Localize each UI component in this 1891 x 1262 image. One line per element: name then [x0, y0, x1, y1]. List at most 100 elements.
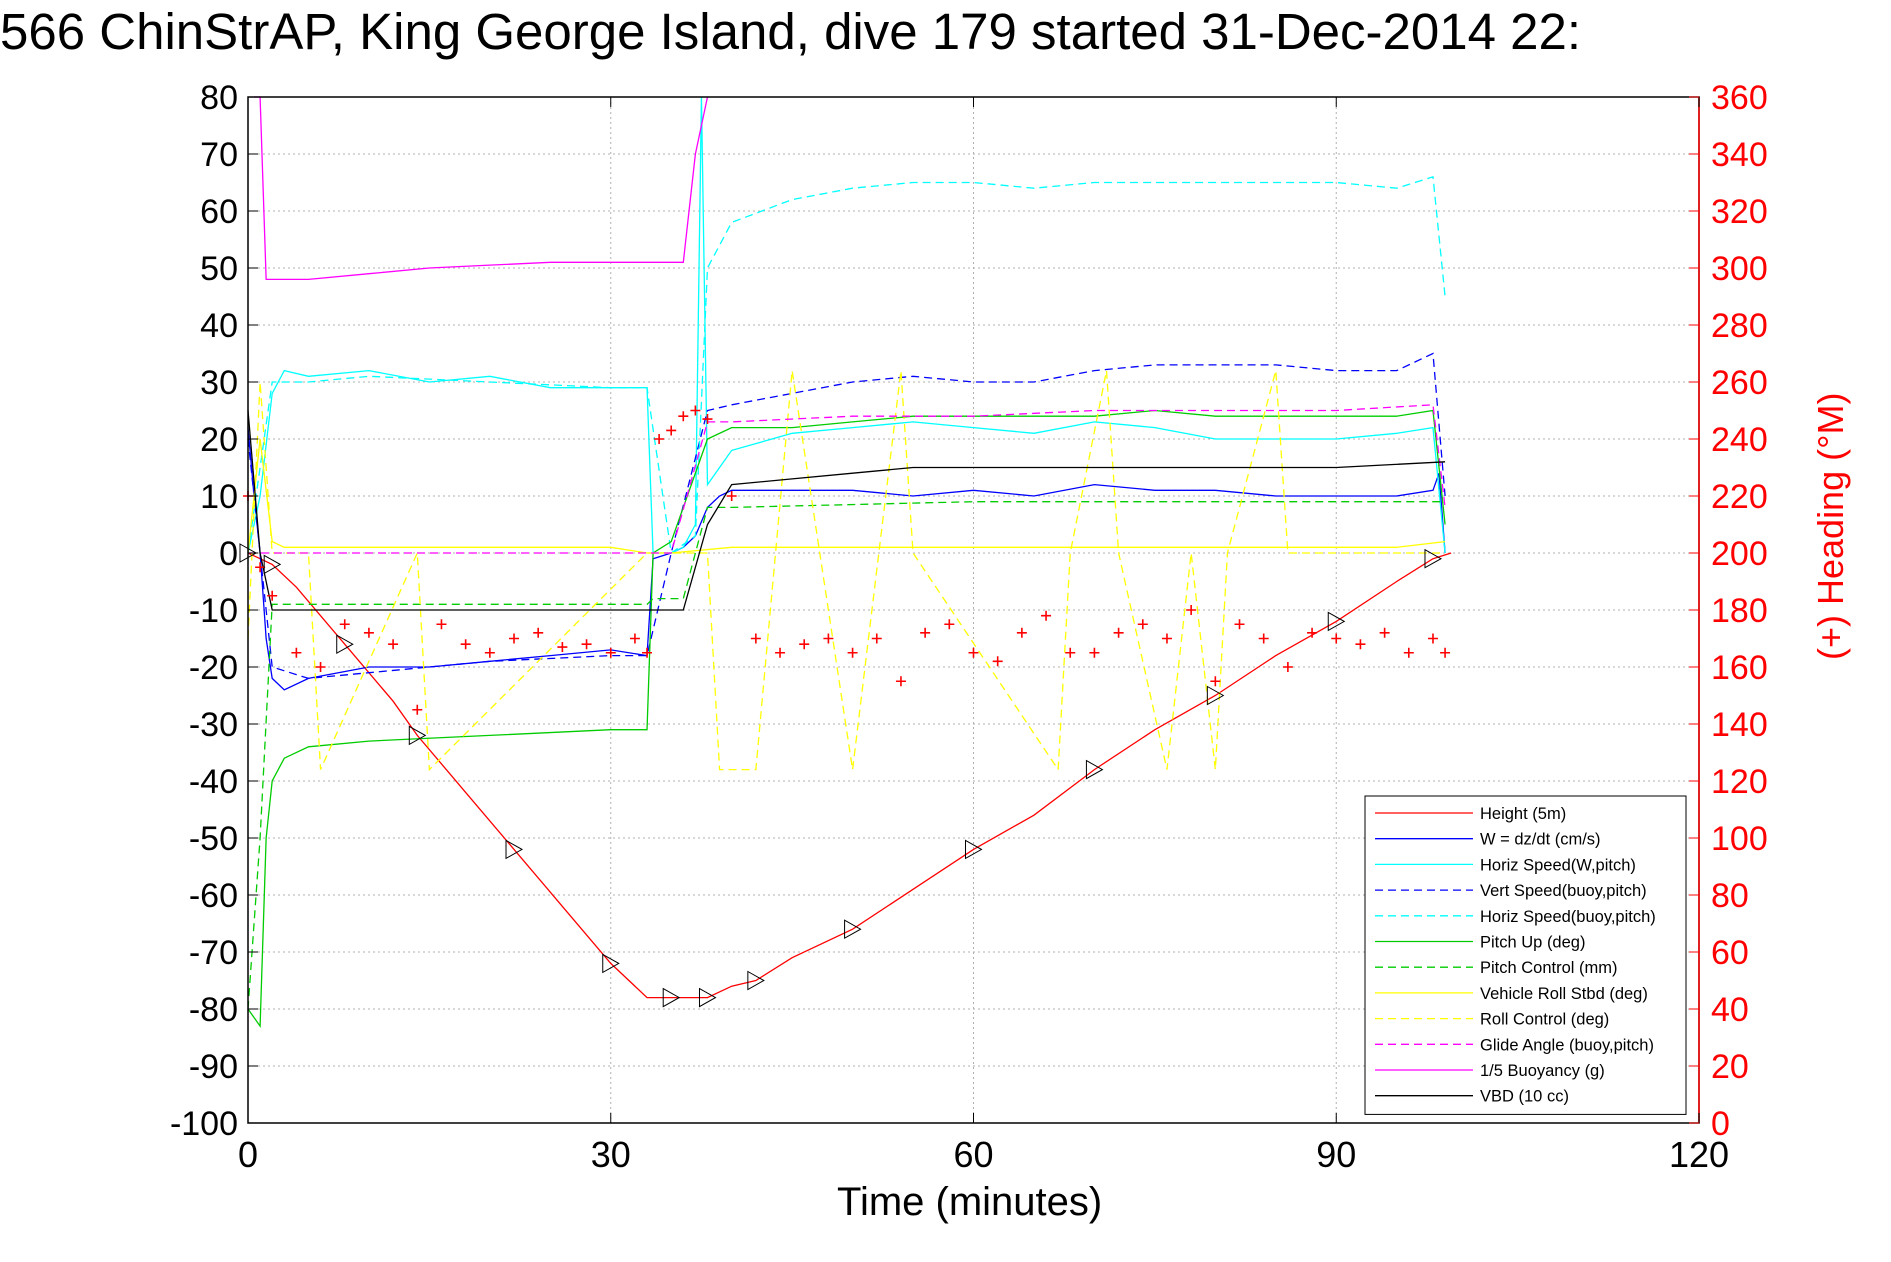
heading-point — [255, 562, 266, 573]
height-marker — [662, 987, 681, 1008]
heading-point — [363, 627, 374, 638]
legend: Height (5m) W = dz/dt (cm/s) Horiz Speed(W… — [1364, 795, 1687, 1115]
y-tick-label: -60 — [189, 877, 238, 915]
y-right-tick-label: 160 — [1711, 649, 1768, 687]
heading-point — [509, 633, 520, 644]
y-tick-label: 60 — [200, 193, 238, 231]
height-marker — [1085, 759, 1104, 780]
heading-point — [412, 704, 423, 715]
series-w-dz-dt-cm-s — [247, 427, 1446, 691]
y-right-tick-label: 200 — [1711, 535, 1768, 573]
heading-point — [1355, 639, 1366, 650]
y-right-tick-label: 20 — [1711, 1048, 1749, 1086]
heading-point — [1065, 647, 1076, 658]
y-right-tick-label: 100 — [1711, 820, 1768, 858]
series-1-5-buoyancy-g — [254, 96, 709, 281]
heading-point — [1041, 610, 1052, 621]
heading-point — [992, 656, 1003, 667]
height-marker — [408, 725, 427, 746]
heading-point — [557, 642, 568, 653]
y-right-tick-label: 320 — [1711, 193, 1768, 231]
heading-point — [847, 647, 858, 658]
series-glide-angle-buoy-pitch — [248, 404, 1446, 554]
height-marker — [747, 970, 765, 991]
heading-point — [750, 633, 761, 644]
heading-point — [654, 434, 665, 444]
y-right-tick-label: 220 — [1711, 478, 1768, 516]
heading-point — [702, 414, 713, 425]
y-right-tick-label: 300 — [1711, 250, 1768, 288]
y-right-tick-label: 80 — [1711, 877, 1749, 915]
heading-point — [1427, 633, 1438, 644]
heading-point — [1089, 647, 1100, 658]
y-right-tick-label: 120 — [1711, 763, 1768, 801]
legend-label: VBD (10 cc) — [1480, 1088, 1569, 1106]
series-roll-control-deg — [247, 370, 1446, 772]
x-tick-label: 60 — [953, 1134, 993, 1175]
y-right-tick-label: 240 — [1711, 421, 1768, 459]
grid-lines — [247, 96, 1700, 1124]
legend-label: Height (5m) — [1480, 805, 1566, 823]
heading-point — [1016, 627, 1027, 638]
axes: 0 30 60 90 12080706050403020100-10-20-30-40-… — [170, 79, 1768, 1175]
height-markers — [239, 543, 1442, 1008]
heading-point — [315, 662, 326, 672]
heading-point — [1440, 647, 1451, 658]
y-tick-label: -70 — [189, 934, 238, 972]
height-marker — [965, 839, 983, 860]
legend-label: Horiz Speed(buoy,pitch) — [1480, 908, 1656, 926]
y-right-tick-label: 60 — [1711, 934, 1749, 972]
series-horiz-speed-buoy-pitch — [247, 175, 1446, 555]
series-pitch-up-deg — [247, 409, 1446, 1029]
heading-point — [291, 647, 302, 658]
heading-point — [678, 411, 689, 422]
y-tick-label: -20 — [189, 649, 238, 687]
y-tick-label: -90 — [189, 1048, 238, 1086]
y-tick-label: 50 — [200, 250, 238, 288]
height-marker — [1206, 685, 1225, 706]
heading-point — [339, 619, 350, 630]
heading-point — [944, 619, 955, 630]
x-tick-label: 30 — [591, 1134, 631, 1175]
heading-point — [1331, 633, 1342, 644]
legend-label: W = dz/dt (cm/s) — [1480, 831, 1601, 849]
heading-point — [642, 647, 653, 658]
y-right-tick-label: 0 — [1711, 1105, 1730, 1143]
y-right-tick-label: 360 — [1711, 79, 1768, 117]
right-axis-label: (+) Heading (°M) — [1810, 392, 1851, 660]
series-vbd-10-cc — [247, 410, 1446, 611]
y-tick-label: 70 — [200, 136, 238, 174]
heading-point — [1379, 627, 1390, 638]
height-marker — [1424, 548, 1442, 569]
height-marker — [602, 953, 620, 974]
series-layer — [239, 96, 1452, 1029]
legend-label: 1/5 Buoyancy (g) — [1480, 1062, 1605, 1080]
heading-point — [605, 647, 616, 658]
y-tick-label: 20 — [200, 421, 238, 459]
x-tick-label: 90 — [1316, 1134, 1356, 1175]
heading-point — [533, 627, 544, 638]
y-tick-label: -40 — [189, 763, 238, 801]
heading-point — [267, 590, 278, 601]
heading-point — [388, 639, 399, 650]
heading-point — [581, 639, 592, 650]
series-heading — [243, 405, 1451, 715]
heading-point — [484, 647, 495, 658]
legend-label: Vehicle Roll Stbd (deg) — [1480, 985, 1648, 1003]
height-marker — [336, 634, 354, 655]
series-height-5m — [247, 552, 1452, 999]
height-marker — [698, 987, 717, 1008]
heading-point — [1258, 633, 1269, 644]
heading-point — [799, 639, 810, 650]
heading-point — [1137, 619, 1148, 630]
y-tick-label: -80 — [189, 991, 238, 1029]
height-marker — [505, 839, 524, 860]
heading-point — [726, 491, 737, 501]
heading-point — [629, 633, 640, 644]
legend-box — [1364, 795, 1687, 1115]
legend-label: Roll Control (deg) — [1480, 1011, 1609, 1029]
x-tick-label: 120 — [1669, 1134, 1729, 1175]
heading-point — [1210, 676, 1221, 687]
heading-point — [1282, 662, 1293, 672]
y-right-tick-label: 180 — [1711, 592, 1768, 630]
